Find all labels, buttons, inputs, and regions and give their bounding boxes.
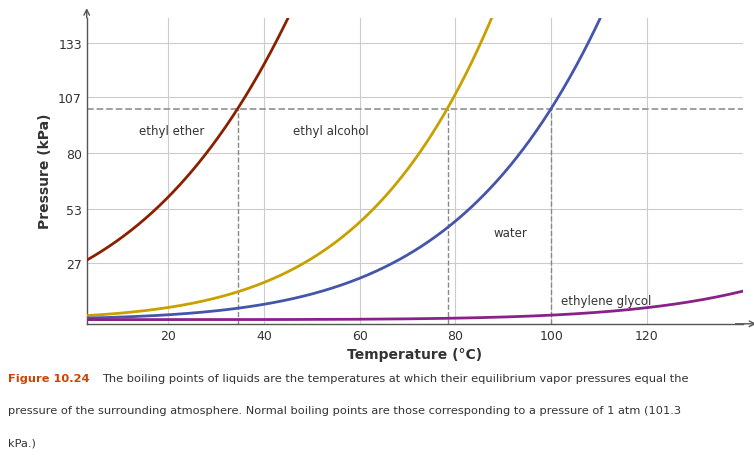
Text: Figure 10.24: Figure 10.24 — [8, 373, 89, 383]
X-axis label: Temperature (°C): Temperature (°C) — [347, 347, 483, 362]
Text: The boiling points of liquids are the temperatures at which their equilibrium va: The boiling points of liquids are the te… — [102, 373, 688, 383]
Text: water: water — [494, 226, 528, 239]
Text: ethyl alcohol: ethyl alcohol — [293, 124, 369, 137]
Text: kPa.): kPa.) — [8, 438, 35, 448]
Y-axis label: Pressure (kPa): Pressure (kPa) — [38, 114, 53, 229]
Text: pressure of the surrounding atmosphere. Normal boiling points are those correspo: pressure of the surrounding atmosphere. … — [8, 405, 681, 415]
Text: ethyl ether: ethyl ether — [139, 124, 205, 137]
Text: ethylene glycol: ethylene glycol — [561, 295, 651, 308]
